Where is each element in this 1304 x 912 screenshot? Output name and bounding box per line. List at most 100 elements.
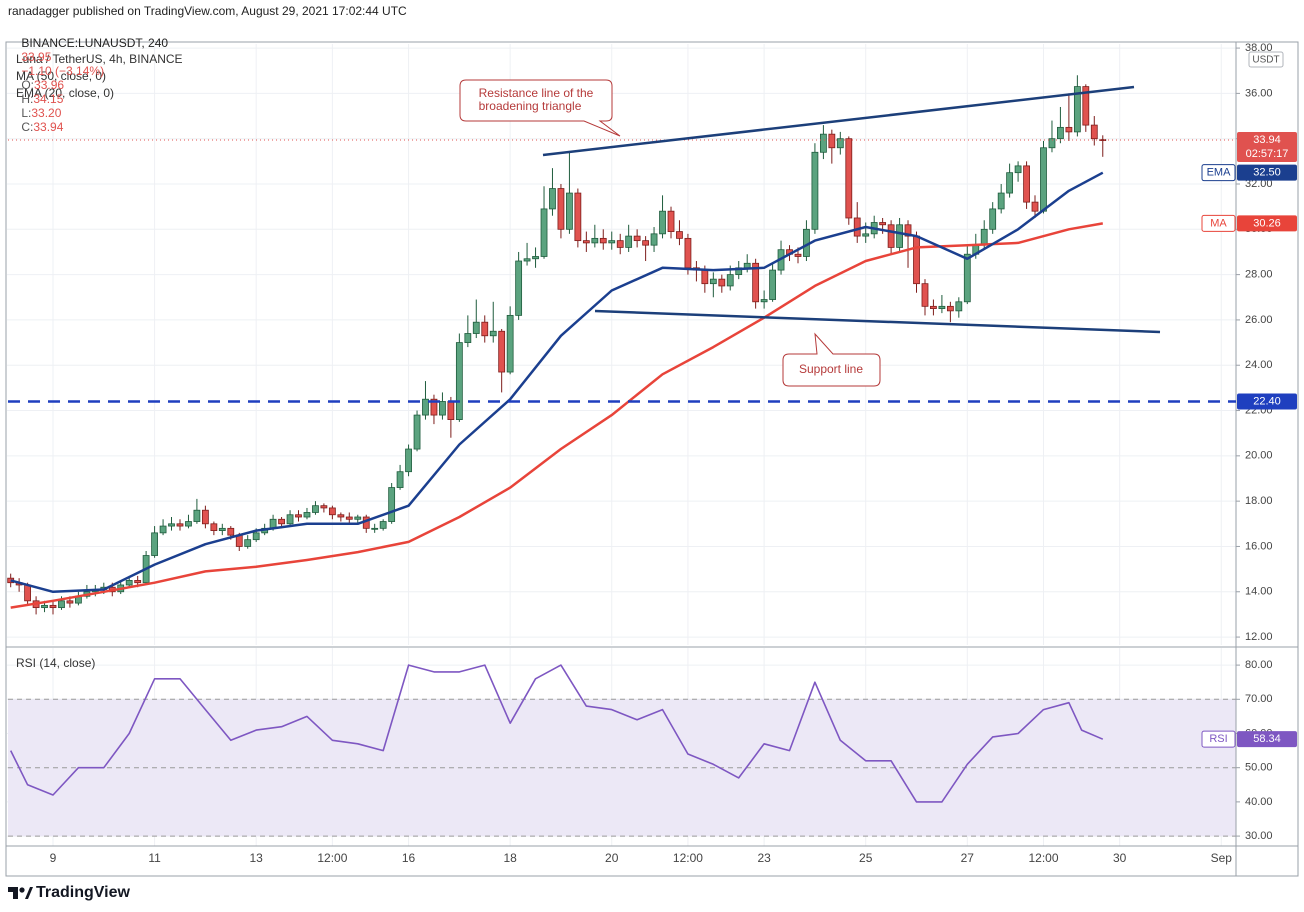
price-tag-label: 32.50 [1253, 167, 1281, 179]
x-tick-label: 9 [50, 851, 57, 865]
candle-body [642, 240, 650, 246]
candle-body [201, 509, 209, 525]
candle-body [1073, 86, 1081, 133]
price-tag-label: 33.94 [1253, 134, 1281, 146]
candle-body [574, 192, 582, 242]
brand-logo [8, 887, 33, 899]
y-tick-label: 70.00 [1245, 693, 1273, 705]
candle-body [24, 584, 32, 602]
y-tick-label: 18.00 [1245, 495, 1273, 507]
candle-body [1090, 124, 1098, 140]
candle-body [743, 262, 751, 269]
resistance-trendline [542, 85, 1135, 157]
candle-body [66, 600, 74, 604]
ohlc-value: 34.15 [33, 92, 64, 106]
price-tag-label: 58.34 [1253, 733, 1281, 745]
candle-body [811, 151, 819, 230]
candle-body [413, 414, 421, 450]
rsi-pane [9, 664, 1104, 803]
change: −1.10 (−3.14%) [21, 64, 105, 78]
candle-body [193, 509, 201, 522]
last-price: 33.95 [21, 50, 52, 64]
candle-body [1023, 165, 1030, 203]
candle-body [752, 262, 760, 303]
annotation-text: broadening triangle [479, 99, 582, 113]
candle-body [549, 188, 556, 210]
candle-body [1057, 126, 1064, 140]
candle-body [151, 532, 158, 556]
chart-title: Luna / TetherUS, 4h, BINANCE [16, 52, 183, 66]
publish-line: ranadagger published on TradingView.com,… [8, 4, 407, 18]
candle-body [599, 237, 607, 244]
candle-body [58, 600, 65, 609]
y-tick-label: 40.00 [1245, 796, 1273, 808]
price-tag-timer: 02:57:17 [1246, 148, 1289, 160]
candle-body [1065, 126, 1073, 133]
y-tick-label: 38.00 [1245, 42, 1273, 54]
candle-body [278, 518, 285, 525]
candle-body [997, 192, 1005, 210]
y-tick-label: 12.00 [1245, 631, 1273, 643]
candle-body [1040, 147, 1047, 212]
candle-body [295, 514, 302, 518]
candle-body [345, 516, 353, 520]
tag-name-box [1201, 730, 1236, 748]
candle-body [244, 539, 252, 547]
candle-body [210, 523, 218, 531]
candle-body [185, 521, 192, 527]
x-tick-label: 18 [503, 851, 517, 865]
candle-body [887, 224, 895, 248]
candle-body [896, 224, 903, 248]
support-trendline [594, 309, 1161, 334]
candle-body [760, 299, 768, 303]
candle-body [938, 305, 946, 309]
candle-body [405, 448, 412, 473]
candle-body [650, 233, 658, 246]
x-tick-label: 12:00 [317, 851, 347, 865]
x-tick-label: 30 [1113, 851, 1127, 865]
candle-body [388, 487, 396, 522]
y-tick-label: 36.00 [1245, 87, 1273, 99]
candle-body [819, 133, 827, 153]
candle-body [845, 138, 853, 219]
price-tag-label: 22.40 [1253, 395, 1281, 407]
tag-name-box [1201, 214, 1236, 232]
indicator-line [10, 171, 1104, 594]
price-tag [1237, 393, 1297, 410]
ohlc-label: H: [21, 92, 34, 106]
rsi-title: RSI (14, close) [16, 656, 95, 670]
price-tag [1237, 215, 1297, 232]
candle-body [49, 604, 57, 609]
candle-body [481, 321, 489, 337]
x-tick-label: 25 [859, 851, 873, 865]
candle-body [946, 305, 954, 312]
x-tick-label: Sep [1211, 851, 1233, 865]
candle-body [303, 512, 311, 518]
candle-body [125, 580, 133, 586]
price-tag-label: 30.26 [1253, 217, 1281, 229]
candle-body [498, 330, 506, 373]
candle-body [659, 210, 666, 235]
candle-body [989, 208, 997, 230]
candle-body [709, 278, 717, 285]
legend-entry: EMA (20, close, 0) [16, 86, 114, 100]
candle-body [176, 523, 184, 527]
candle-body [489, 330, 497, 337]
candle-body [1099, 139, 1107, 141]
candle-body [227, 527, 235, 536]
currency-box [1248, 51, 1284, 68]
candle-body [591, 237, 599, 244]
ohlc-value: 33.96 [34, 78, 65, 92]
candle-body [836, 138, 844, 149]
x-tick-label: 12:00 [1028, 851, 1058, 865]
candle-body [1014, 165, 1022, 174]
candle-body [828, 133, 836, 149]
x-tick-label: 11 [148, 851, 161, 865]
price-tags: 33.94 02:57:17 32.50 EMA 30.26 MA 22.40 58.34 RS… [1201, 132, 1297, 748]
candle-body [379, 521, 387, 529]
candle-body [913, 235, 920, 285]
candle-body [540, 208, 548, 257]
candle-body [769, 269, 777, 300]
callout-box [782, 332, 881, 387]
